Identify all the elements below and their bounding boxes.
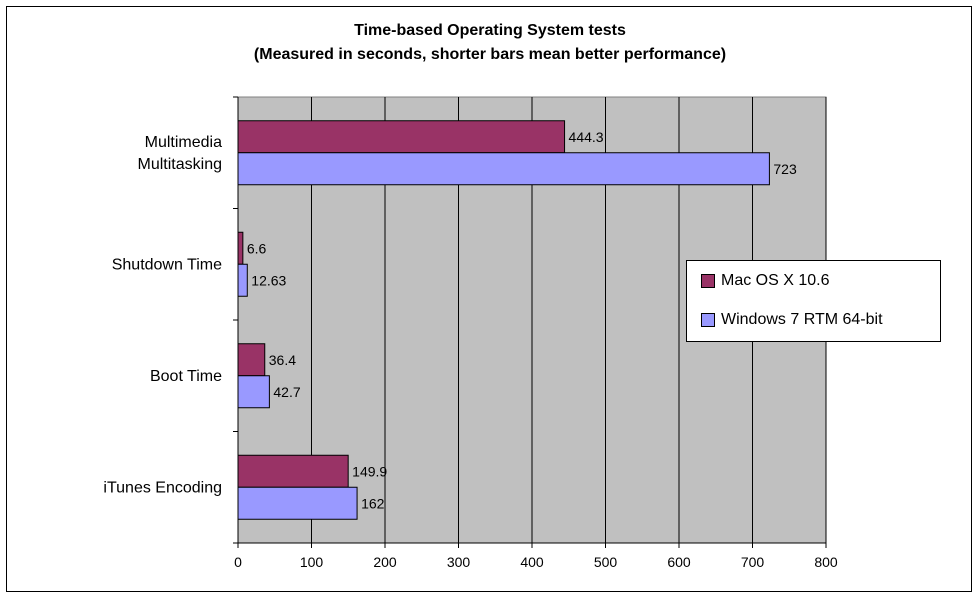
legend-swatch-windows — [701, 313, 715, 327]
bar-windows — [237, 152, 770, 186]
y-tick-label: Multimedia — [145, 134, 222, 151]
bar-mac — [237, 343, 266, 377]
bar-mac — [237, 120, 566, 154]
x-tick-label: 200 — [373, 554, 397, 570]
x-tick-label: 800 — [814, 554, 838, 570]
chart-subtitle: (Measured in seconds, shorter bars mean … — [253, 46, 727, 63]
legend-swatch-mac — [701, 274, 715, 288]
y-tick-label: iTunes Encoding — [103, 479, 222, 496]
x-tick-label: 0 — [234, 554, 242, 570]
data-label: 162 — [361, 495, 385, 511]
legend-item-windows: Windows 7 RTM 64-bit — [687, 310, 883, 330]
chart-title: Time-based Operating System tests — [354, 22, 626, 39]
x-tick-label: 700 — [741, 554, 765, 570]
x-tick-label: 300 — [447, 554, 471, 570]
bar-windows — [237, 263, 248, 297]
data-label: 149.9 — [352, 463, 387, 479]
bar-mac — [237, 231, 244, 265]
data-label: 6.6 — [247, 240, 267, 256]
legend-item-mac: Mac OS X 10.6 — [687, 271, 830, 291]
bar-mac — [237, 454, 349, 488]
data-label: 444.3 — [569, 129, 604, 145]
data-label: 36.4 — [269, 352, 296, 368]
data-label: 723 — [773, 161, 797, 177]
y-tick-label: Boot Time — [150, 368, 222, 385]
x-tick-label: 600 — [667, 554, 691, 570]
y-tick-label: Multitasking — [138, 156, 222, 173]
bar-windows — [237, 375, 270, 409]
chart-legend: Mac OS X 10.6 Windows 7 RTM 64-bit — [686, 260, 941, 342]
data-label: 42.7 — [273, 384, 300, 400]
data-label: 12.63 — [251, 272, 286, 288]
legend-label-windows: Windows 7 RTM 64-bit — [721, 311, 883, 328]
x-tick-label: 400 — [520, 554, 544, 570]
y-tick-label: Shutdown Time — [112, 256, 222, 273]
legend-label-mac: Mac OS X 10.6 — [721, 272, 830, 289]
bar-windows — [237, 486, 358, 520]
x-tick-label: 500 — [594, 554, 618, 570]
x-tick-label: 100 — [300, 554, 324, 570]
